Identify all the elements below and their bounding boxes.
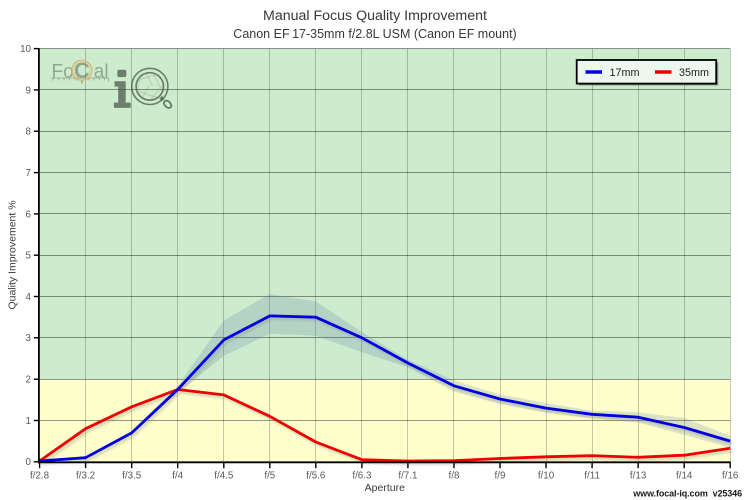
svg-text:10: 10	[20, 44, 31, 55]
svg-text:f/4: f/4	[172, 471, 183, 482]
svg-text:4: 4	[26, 292, 32, 303]
svg-text:al: al	[94, 61, 109, 82]
svg-text:f/4.5: f/4.5	[214, 471, 234, 482]
svg-text:f/2.8: f/2.8	[30, 471, 50, 482]
svg-text:Quality Improvement %: Quality Improvement %	[7, 200, 19, 309]
svg-text:17mm: 17mm	[610, 67, 640, 79]
svg-text:9: 9	[26, 85, 31, 96]
svg-text:www.focal-iq.com v25346: www.focal-iq.com v25346	[632, 489, 742, 499]
svg-text:f/11: f/11	[584, 471, 600, 482]
svg-text:0: 0	[26, 457, 32, 468]
svg-text:f/7.1: f/7.1	[398, 471, 417, 482]
svg-text:7: 7	[26, 168, 31, 179]
svg-text:35mm: 35mm	[679, 67, 709, 79]
svg-text:6: 6	[26, 209, 32, 220]
svg-text:8: 8	[26, 127, 32, 138]
svg-text:f/5.6: f/5.6	[306, 471, 326, 482]
svg-text:2: 2	[26, 375, 31, 386]
svg-text:f/3.5: f/3.5	[122, 471, 142, 482]
svg-text:f/3.2: f/3.2	[76, 471, 95, 482]
svg-text:f/16: f/16	[722, 471, 739, 482]
svg-text:Aperture: Aperture	[365, 482, 405, 494]
svg-text:3: 3	[26, 333, 32, 344]
svg-text:f/8: f/8	[449, 471, 460, 482]
svg-text:1: 1	[26, 416, 31, 427]
svg-text:f/10: f/10	[538, 471, 555, 482]
svg-text:f/5: f/5	[264, 471, 275, 482]
svg-text:f/6.3: f/6.3	[352, 471, 372, 482]
svg-text:f/9: f/9	[495, 471, 506, 482]
svg-text:Fo: Fo	[52, 61, 74, 82]
svg-text:f/14: f/14	[676, 471, 693, 482]
svg-text:5: 5	[26, 251, 32, 262]
svg-text:f/13: f/13	[630, 471, 647, 482]
